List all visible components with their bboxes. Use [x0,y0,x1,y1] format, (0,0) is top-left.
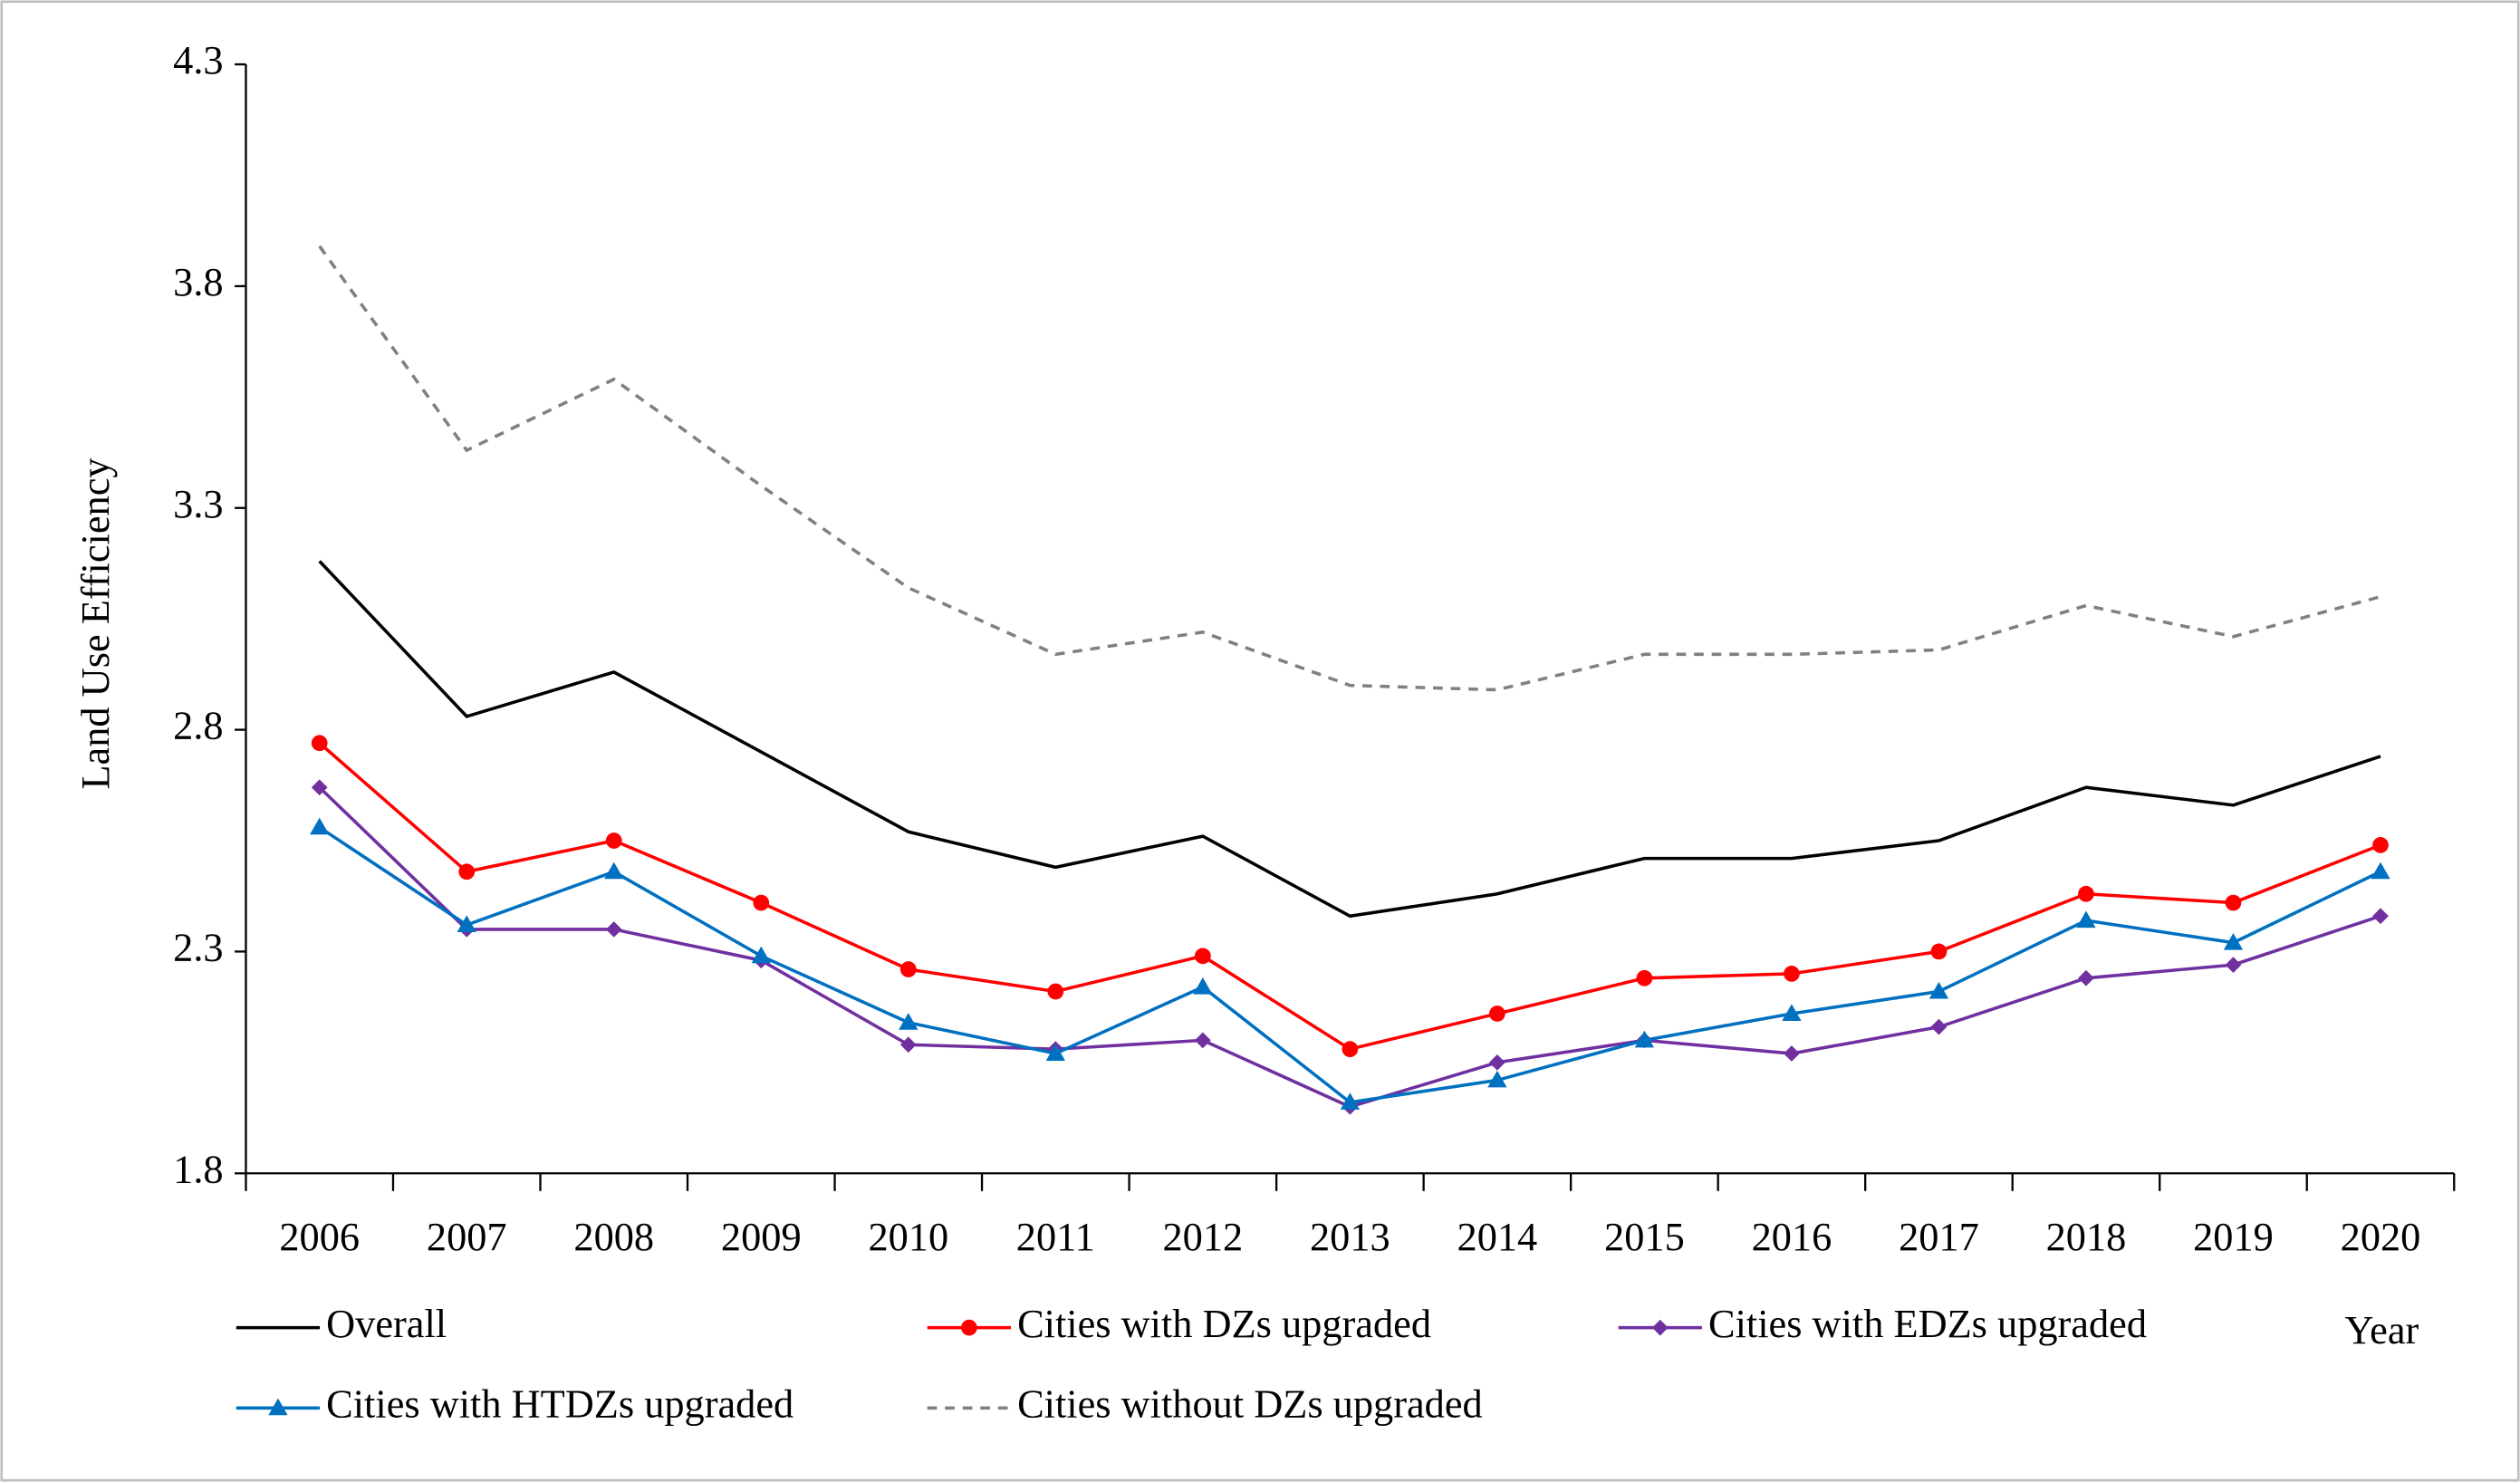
legend-label: Cities without DZs upgraded [1017,1381,1483,1426]
series-marker [1784,966,1800,982]
y-tick-label: 1.8 [173,1146,223,1191]
x-tick-label: 2015 [1604,1214,1685,1259]
y-tick-label: 2.8 [173,703,223,748]
x-tick-label: 2016 [1752,1214,1832,1259]
series-marker [457,915,476,933]
series-marker [2225,894,2242,911]
series-marker [1340,1092,1361,1110]
series-marker [2076,910,2096,929]
y-tick-label: 4.3 [173,37,223,82]
x-tick-label: 2009 [721,1214,802,1259]
series-marker [1342,1041,1359,1058]
legend-label: Overall [326,1301,447,1346]
y-tick-label: 3.8 [173,259,223,304]
y-tick-label: 2.3 [173,925,223,970]
legend-marker [960,1319,977,1336]
x-tick-label: 2017 [1899,1214,1979,1259]
series-marker [899,1013,919,1030]
series-marker [1634,1030,1655,1048]
x-axis-title: Year [2345,1307,2419,1352]
x-tick-label: 2007 [427,1214,507,1259]
x-tick-label: 2010 [868,1214,948,1259]
series-marker [1928,981,1949,999]
x-tick-label: 2020 [2341,1214,2421,1259]
y-tick-label: 3.3 [173,481,223,526]
x-tick-label: 2006 [279,1214,360,1259]
series-marker [311,735,328,752]
legend-marker [268,1398,288,1416]
x-tick-label: 2014 [1457,1214,1538,1259]
series-marker [1045,1044,1065,1062]
series-marker [1930,943,1948,960]
series-marker [605,832,622,849]
series-marker [2371,861,2390,880]
series-marker [1489,1006,1505,1022]
x-tick-label: 2019 [2193,1214,2274,1259]
legend-label: Cities with HTDZs upgraded [326,1381,794,1426]
y-axis-title: Land Use Efficiency [72,457,118,789]
series-marker [899,961,917,977]
series-marker [2078,885,2094,902]
series-marker [1194,948,1211,965]
series-marker [751,946,771,964]
series-marker [310,817,330,835]
series-marker [1047,983,1064,1000]
legend-label: Cities with EDZs upgraded [1708,1301,2147,1346]
series-marker [458,863,476,881]
series-marker [1782,1004,1802,1021]
series-marker [2372,908,2389,925]
series-marker [1489,1054,1505,1071]
series-marker [1487,1070,1507,1088]
legend-marker [1651,1319,1669,1336]
series-marker [2372,837,2389,853]
legend-label: Cities with DZs upgraded [1017,1301,1431,1346]
x-tick-label: 2013 [1310,1214,1390,1259]
x-tick-label: 2012 [1162,1214,1243,1259]
series-marker [311,779,328,796]
series-marker [1636,969,1653,986]
x-tick-label: 2008 [573,1214,654,1259]
series-marker [1193,977,1213,995]
series-marker [753,894,770,911]
x-tick-label: 2018 [2046,1214,2127,1259]
series-marker [2223,932,2244,950]
series-line [318,245,2381,692]
series-marker [604,861,624,880]
x-tick-label: 2011 [1016,1214,1095,1259]
series-line [318,560,2381,919]
series-marker [1930,1018,1948,1035]
